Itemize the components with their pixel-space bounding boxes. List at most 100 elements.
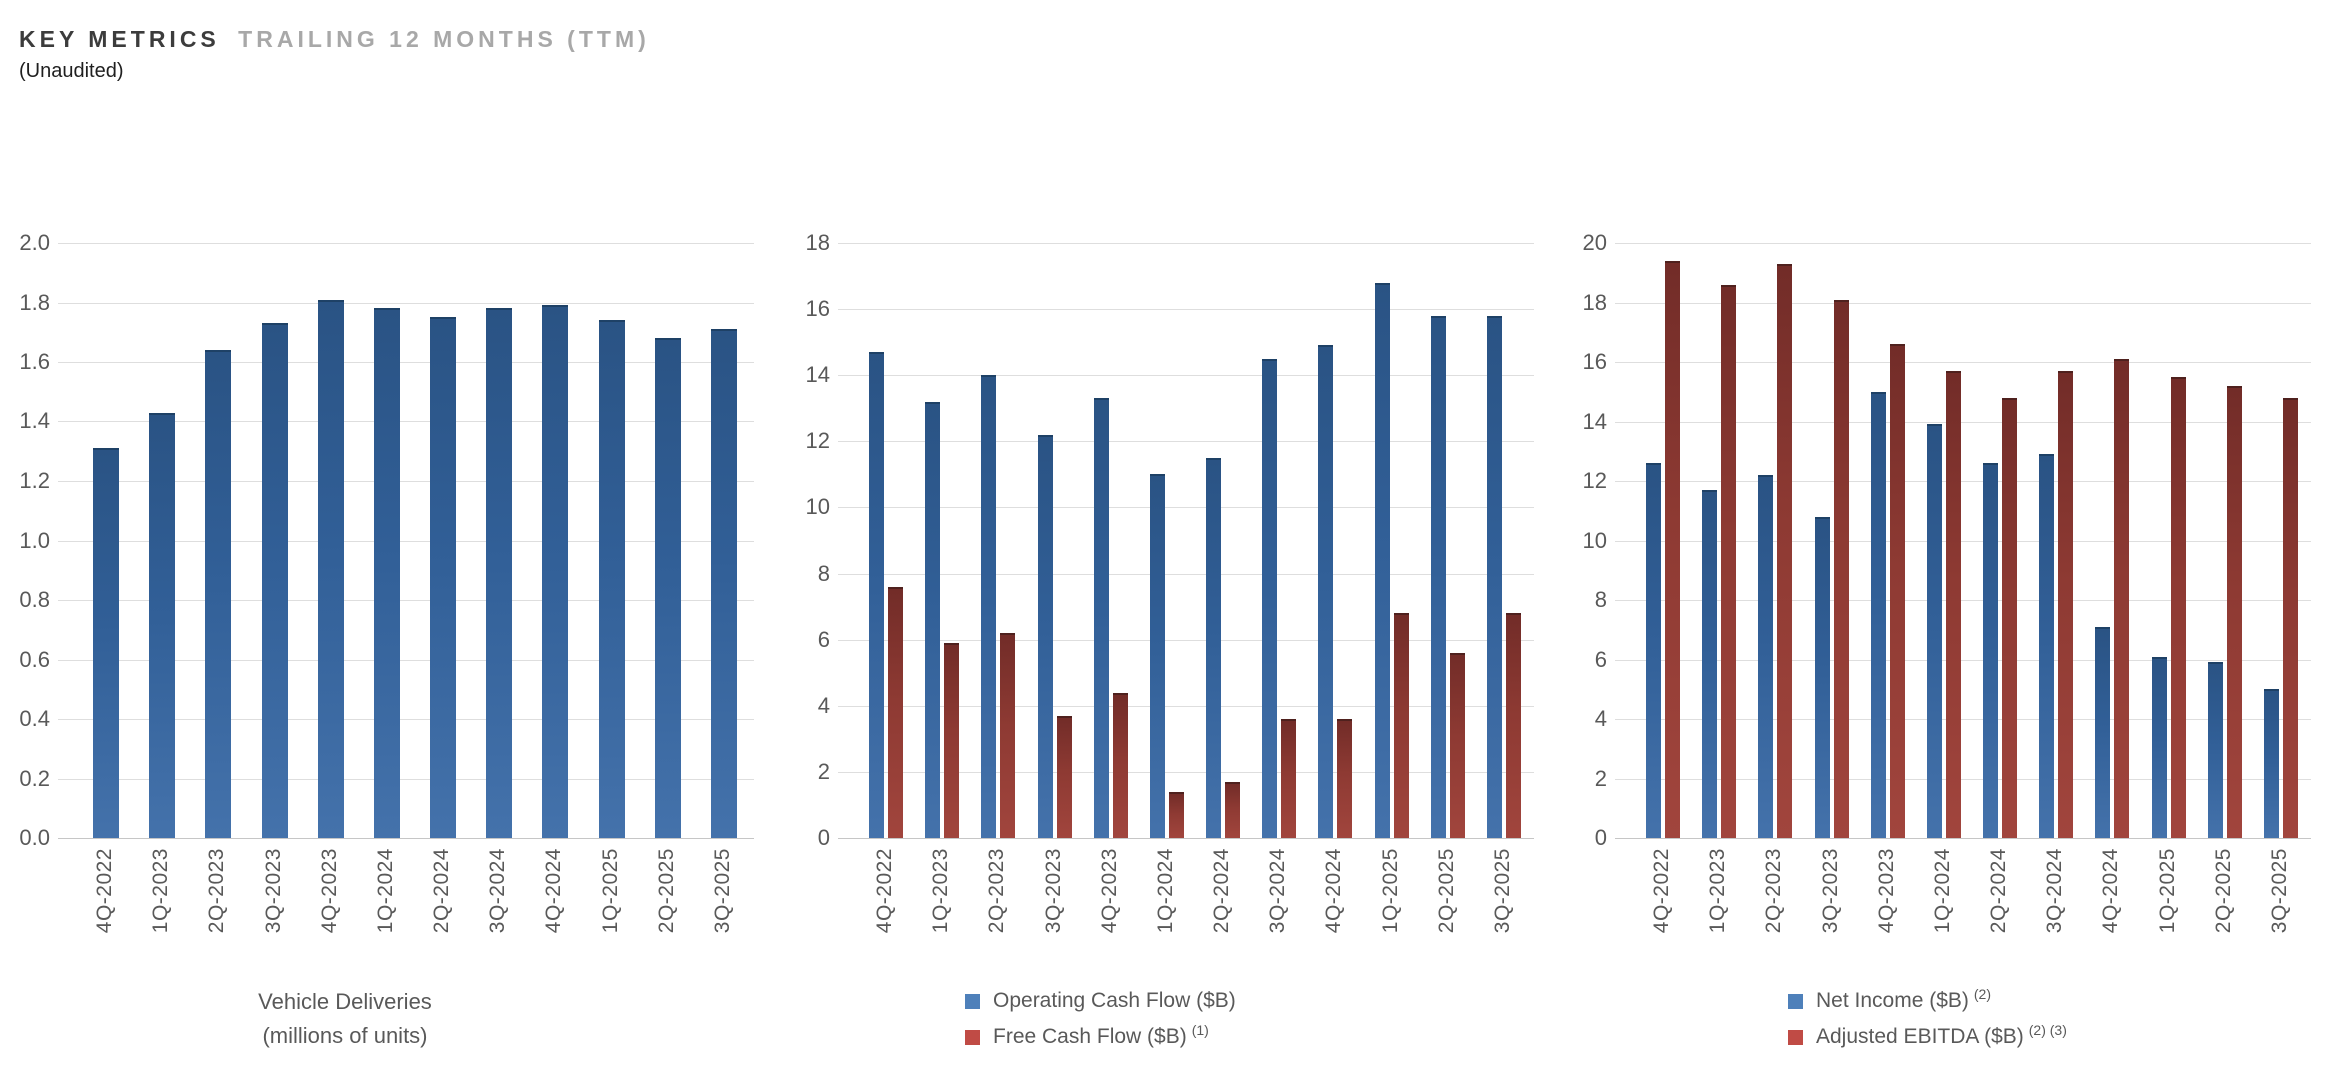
- legend-swatch-red: [965, 1029, 980, 1045]
- y-tick-label: 14: [1582, 409, 1607, 434]
- bar-adjusted-ebitda-b: [2002, 398, 2017, 838]
- bar-operating-cash-flow-b: [925, 402, 940, 838]
- bar-vehicle-deliveries: [542, 305, 568, 838]
- x-tick-label: 1Q-2024: [1931, 848, 1954, 934]
- gridline: [1615, 719, 2311, 720]
- bar-free-cash-flow-b: [1225, 782, 1240, 838]
- bar-adjusted-ebitda-b: [1777, 264, 1792, 838]
- y-tick-label: 1.6: [19, 349, 50, 374]
- x-tick-label: 2Q-2023: [1762, 848, 1785, 934]
- x-tick-label: 4Q-2022: [93, 848, 116, 934]
- legend-item-adjusted-ebitda-b: Adjusted EBITDA ($B) (2) (3): [1788, 1019, 2067, 1055]
- gridline: [838, 375, 1534, 376]
- x-axis-line: [838, 838, 1534, 839]
- legend-swatch-red: [1788, 1029, 1803, 1045]
- gridline: [838, 772, 1534, 773]
- legend-footnote-marker: (2): [1973, 986, 1992, 1002]
- bar-net-income-b: [1815, 517, 1830, 838]
- gridline: [838, 574, 1534, 575]
- header: KEY METRICS TRAILING 12 MONTHS (TTM) (Un…: [19, 26, 650, 83]
- y-tick-label: 1.0: [19, 528, 50, 553]
- legend-swatch-blue: [1788, 993, 1803, 1009]
- y-tick-label: 8: [817, 561, 830, 586]
- x-tick-label: 3Q-2025: [2268, 848, 2291, 934]
- axis-title: Vehicle Deliveries (millions of units): [125, 985, 565, 1053]
- bar-vehicle-deliveries: [93, 448, 119, 838]
- chart-cash-flow: 0 2 4 6 8 10 12 14 16 18 4Q-2022 1Q-2023 2Q-2023 3Q-2…: [780, 140, 1557, 1082]
- bar-operating-cash-flow-b: [1038, 435, 1053, 838]
- bar-adjusted-ebitda-b: [1721, 285, 1736, 838]
- x-tick-label: 2Q-2024: [1210, 848, 1233, 934]
- gridline: [58, 421, 754, 422]
- bar-operating-cash-flow-b: [1206, 458, 1221, 838]
- bar-free-cash-flow-b: [1337, 719, 1352, 838]
- y-tick-label: 18: [1582, 290, 1607, 315]
- x-tick-label: 4Q-2023: [1875, 848, 1898, 934]
- y-tick-label: 1.4: [19, 408, 50, 433]
- x-tick-label: 1Q-2023: [929, 848, 952, 934]
- gridline: [838, 706, 1534, 707]
- y-tick-label: 16: [805, 296, 830, 321]
- y-tick-label: 6: [817, 627, 830, 652]
- x-tick-label: 2Q-2023: [205, 848, 228, 934]
- x-tick-label: 1Q-2024: [374, 848, 397, 934]
- bar-net-income-b: [1702, 490, 1717, 838]
- x-tick-label: 1Q-2025: [1379, 848, 1402, 934]
- y-tick-label: 10: [805, 494, 830, 519]
- gridline: [1615, 422, 2311, 423]
- bar-adjusted-ebitda-b: [2227, 386, 2242, 838]
- gridline: [838, 507, 1534, 508]
- y-tick-label: 6: [1594, 647, 1607, 672]
- gridline: [838, 640, 1534, 641]
- legend: Operating Cash Flow ($B) Free Cash Flow (…: [965, 983, 1236, 1055]
- x-tick-label: 1Q-2025: [599, 848, 622, 934]
- bar-vehicle-deliveries: [711, 329, 737, 838]
- charts-row: 0.0 0.2 0.4 0.6 0.8 1.0 1.2 1.4 1.6 1.8 2.0 4Q-2022…: [0, 140, 2331, 1082]
- bar-vehicle-deliveries: [486, 308, 512, 838]
- legend-item-operating-cash-flow-b: Operating Cash Flow ($B): [965, 983, 1236, 1019]
- bar-operating-cash-flow-b: [1150, 474, 1165, 838]
- legend-item-free-cash-flow-b: Free Cash Flow ($B) (1): [965, 1019, 1236, 1055]
- x-axis-line: [1615, 838, 2311, 839]
- x-tick-label: 4Q-2023: [318, 848, 341, 934]
- bar-vehicle-deliveries: [149, 413, 175, 838]
- bar-net-income-b: [2208, 662, 2223, 838]
- gridline: [1615, 541, 2311, 542]
- x-tick-label: 3Q-2024: [486, 848, 509, 934]
- y-tick-label: 4: [817, 693, 830, 718]
- y-tick-label: 18: [805, 230, 830, 255]
- y-tick-label: 0.0: [19, 825, 50, 850]
- x-tick-label: 4Q-2024: [542, 848, 565, 934]
- bar-operating-cash-flow-b: [869, 352, 884, 838]
- gridline: [58, 600, 754, 601]
- x-tick-label: 4Q-2022: [873, 848, 896, 934]
- bar-operating-cash-flow-b: [1094, 398, 1109, 838]
- bar-adjusted-ebitda-b: [1834, 300, 1849, 838]
- x-tick-label: 4Q-2024: [1322, 848, 1345, 934]
- axis-title-line: (millions of units): [262, 1023, 428, 1048]
- bar-adjusted-ebitda-b: [2171, 377, 2186, 838]
- bar-operating-cash-flow-b: [981, 375, 996, 838]
- bar-vehicle-deliveries: [262, 323, 288, 838]
- legend-label: Adjusted EBITDA ($B): [1816, 1025, 2024, 1048]
- bar-operating-cash-flow-b: [1262, 359, 1277, 838]
- x-tick-label: 3Q-2025: [1491, 848, 1514, 934]
- x-tick-label: 1Q-2025: [2156, 848, 2179, 934]
- bar-net-income-b: [2039, 454, 2054, 838]
- bar-net-income-b: [1927, 424, 1942, 838]
- bar-net-income-b: [2264, 689, 2279, 838]
- bar-adjusted-ebitda-b: [1665, 261, 1680, 838]
- x-tick-label: 2Q-2025: [655, 848, 678, 934]
- gridline: [838, 243, 1534, 244]
- legend-label: Free Cash Flow ($B): [993, 1025, 1187, 1048]
- bar-operating-cash-flow-b: [1375, 283, 1390, 838]
- legend-footnote-marker: (1): [1191, 1022, 1209, 1038]
- gridline: [1615, 779, 2311, 780]
- x-tick-label: 3Q-2023: [262, 848, 285, 934]
- y-tick-label: 8: [1594, 587, 1607, 612]
- title-primary: KEY METRICS: [19, 26, 220, 52]
- bar-adjusted-ebitda-b: [1890, 344, 1905, 838]
- x-tick-label: 4Q-2022: [1650, 848, 1673, 934]
- legend-label: Net Income ($B): [1816, 989, 1969, 1012]
- gridline: [58, 779, 754, 780]
